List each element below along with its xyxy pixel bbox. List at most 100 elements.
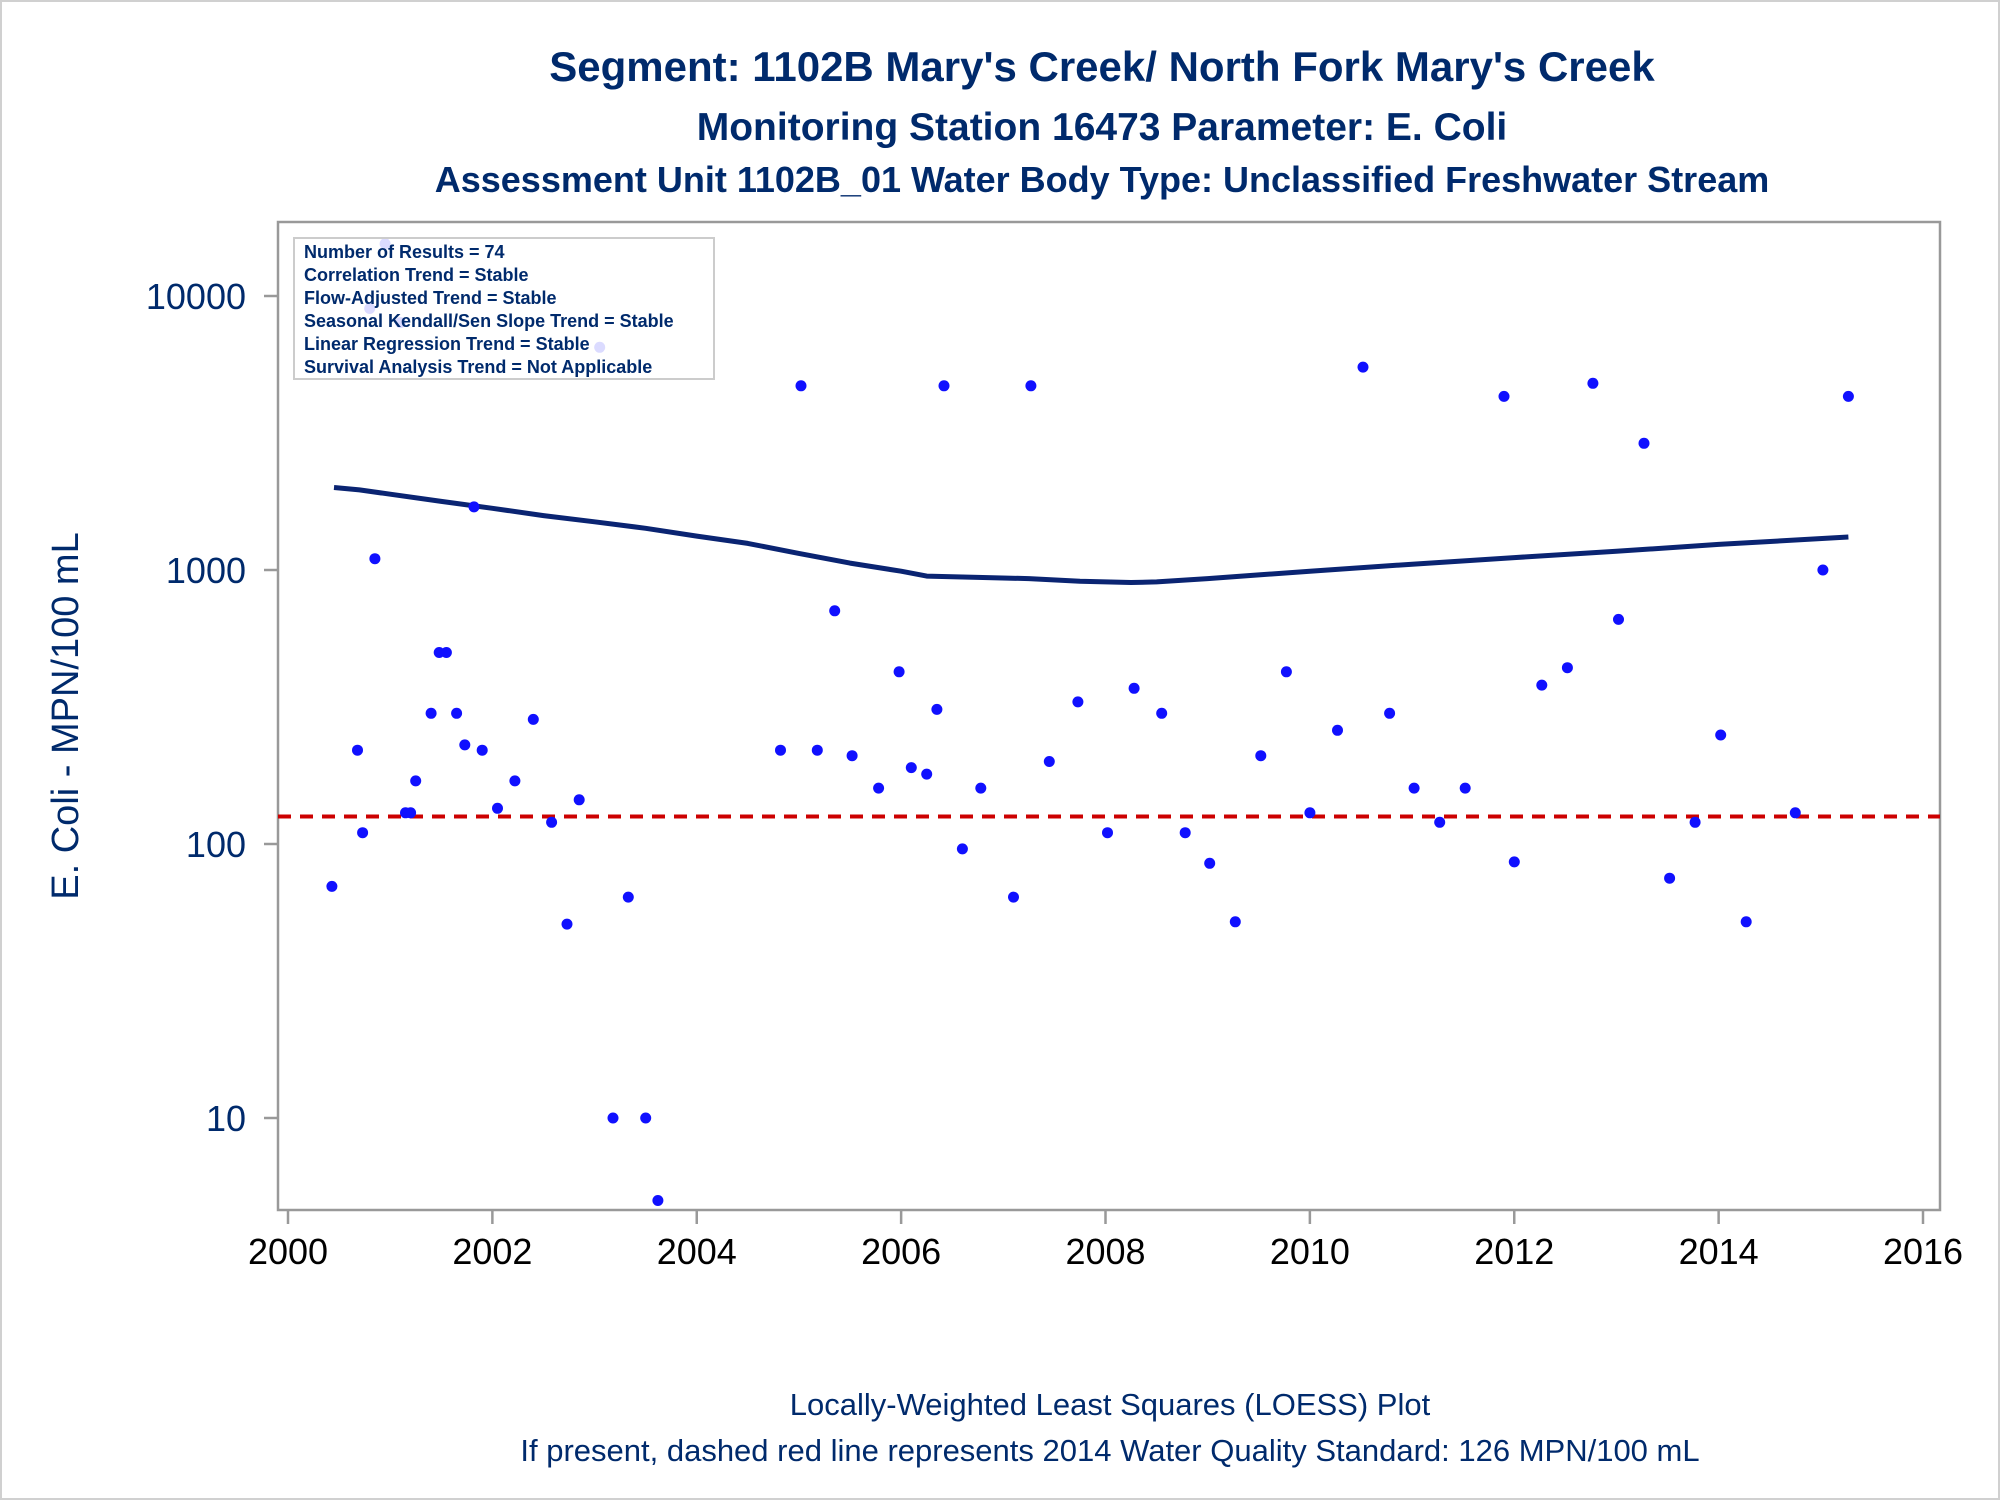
data-point xyxy=(459,739,471,751)
data-point xyxy=(1817,564,1829,576)
data-point xyxy=(931,703,943,715)
inset-linear-regression-trend: Linear Regression Trend = Stable xyxy=(304,334,590,354)
data-point xyxy=(1229,916,1241,928)
data-point xyxy=(811,744,823,756)
data-point xyxy=(326,880,338,892)
data-point xyxy=(607,1112,619,1124)
chart-subtitle-station: Monitoring Station 16473 Parameter: E. C… xyxy=(697,106,1508,149)
x-tick-label: 2004 xyxy=(657,1231,737,1272)
data-point xyxy=(1789,807,1801,819)
inset-survival-analysis-trend: Survival Analysis Trend = Not Applicable xyxy=(304,357,652,377)
data-point xyxy=(795,380,807,392)
data-point xyxy=(369,553,381,565)
y-axis-label: E. Coli - MPN/100 mL xyxy=(45,532,87,899)
data-point xyxy=(1459,782,1471,794)
data-point xyxy=(492,802,503,814)
data-point xyxy=(527,713,539,725)
data-point xyxy=(468,501,480,513)
data-point xyxy=(1332,724,1343,736)
data-point xyxy=(509,775,521,787)
x-tick-label: 2014 xyxy=(1679,1231,1759,1272)
x-tick-label: 2006 xyxy=(861,1231,941,1272)
data-point xyxy=(410,775,422,787)
data-point xyxy=(546,816,558,828)
inset-correlation-trend: Correlation Trend = Stable xyxy=(304,265,529,285)
x-tick-label: 2012 xyxy=(1474,1231,1554,1272)
data-points xyxy=(326,238,1854,1206)
data-point xyxy=(1613,613,1624,625)
data-point xyxy=(921,768,933,780)
data-point xyxy=(1498,390,1510,402)
data-point xyxy=(440,647,452,658)
data-point xyxy=(1561,662,1573,674)
trend-summary-inset: Number of Results = 74 Correlation Trend… xyxy=(293,237,715,380)
data-point xyxy=(975,782,987,794)
data-point xyxy=(1128,682,1140,694)
data-point xyxy=(357,827,369,839)
data-point xyxy=(905,762,917,774)
chart-subtitle-assessment: Assessment Unit 1102B_01 Water Body Type… xyxy=(435,159,1770,200)
x-tick-label: 2010 xyxy=(1270,1231,1350,1272)
data-point xyxy=(405,807,417,819)
x-tick-label: 2000 xyxy=(248,1231,328,1272)
chart-title: Segment: 1102B Mary's Creek/ North Fork … xyxy=(549,43,1655,90)
data-point xyxy=(1280,666,1292,678)
data-point xyxy=(451,707,463,719)
data-point xyxy=(893,666,905,678)
data-point xyxy=(652,1195,664,1206)
data-point xyxy=(1638,437,1650,449)
data-point xyxy=(1025,380,1037,392)
plot-area-border xyxy=(276,220,1942,1212)
data-point xyxy=(622,891,634,903)
y-tick-label: 1000 xyxy=(166,550,246,591)
data-point xyxy=(1536,679,1548,691)
data-point xyxy=(640,1112,652,1124)
data-point xyxy=(1357,361,1369,373)
data-point xyxy=(938,380,950,392)
data-point xyxy=(1043,756,1055,767)
data-point xyxy=(1508,856,1520,868)
x-axis: 2000 2002 2004 2006 2008 2010 2012 2014 2016 xyxy=(248,1210,1963,1272)
data-point xyxy=(561,918,573,930)
data-point xyxy=(1102,827,1113,839)
footer-plot-description: Locally-Weighted Least Squares (LOESS) P… xyxy=(790,1387,1431,1422)
data-point xyxy=(1842,390,1854,402)
data-point xyxy=(1664,872,1676,884)
data-point xyxy=(352,744,363,756)
data-point xyxy=(1204,857,1216,869)
data-point xyxy=(1072,696,1084,708)
y-axis: 10 100 1000 10000 xyxy=(146,276,278,1139)
data-point xyxy=(1740,916,1752,928)
y-tick-label: 10000 xyxy=(146,276,246,317)
data-point xyxy=(1304,807,1316,819)
y-tick-label: 100 xyxy=(186,824,246,865)
data-point xyxy=(1255,750,1267,762)
data-point xyxy=(425,707,437,719)
data-point xyxy=(775,744,786,756)
inset-number-of-results: Number of Results = 74 xyxy=(304,242,505,262)
data-point xyxy=(1008,891,1019,903)
data-point xyxy=(829,605,841,617)
inset-box xyxy=(293,237,715,380)
data-point xyxy=(1156,707,1168,719)
data-point xyxy=(846,750,858,762)
x-tick-label: 2008 xyxy=(1065,1231,1145,1272)
footer-standard-note: If present, dashed red line represents 2… xyxy=(520,1433,1699,1468)
data-point xyxy=(956,843,968,855)
data-point xyxy=(1408,782,1420,794)
inset-flow-adjusted-trend: Flow-Adjusted Trend = Stable xyxy=(304,288,557,308)
data-point xyxy=(573,794,585,806)
data-point xyxy=(1715,729,1727,741)
x-tick-label: 2002 xyxy=(452,1231,532,1272)
data-point xyxy=(1384,707,1396,719)
data-point xyxy=(1689,816,1701,828)
loess-series-line xyxy=(333,485,1849,585)
data-point xyxy=(1179,827,1191,839)
x-tick-label: 2016 xyxy=(1883,1231,1963,1272)
inset-seasonal-kendall-trend: Seasonal Kendall/Sen Slope Trend = Stabl… xyxy=(304,311,674,331)
data-point xyxy=(873,782,885,794)
y-tick-label: 10 xyxy=(206,1098,246,1139)
data-point xyxy=(1434,816,1446,828)
